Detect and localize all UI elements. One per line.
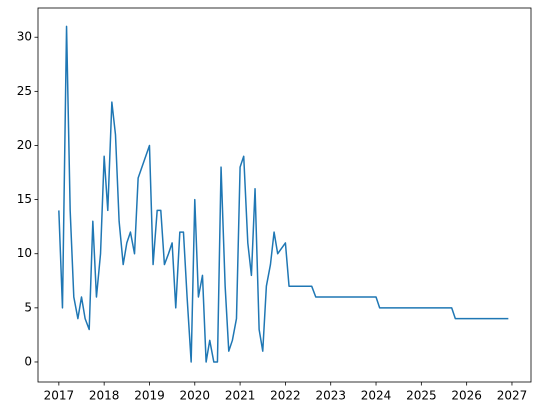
axes-frame xyxy=(37,7,532,383)
x-tick-label: 2022 xyxy=(270,389,301,403)
y-tick-label: 5 xyxy=(24,300,32,314)
x-tick-label: 2024 xyxy=(361,389,392,403)
data-line xyxy=(58,25,509,363)
y-tick-label: 20 xyxy=(17,138,32,152)
y-tick-label: 10 xyxy=(17,246,32,260)
y-tick-label: 15 xyxy=(17,192,32,206)
x-tick-label: 2026 xyxy=(451,389,482,403)
x-tick-label: 2025 xyxy=(406,389,437,403)
y-tick-label: 30 xyxy=(17,30,32,44)
x-tick-label: 2027 xyxy=(497,389,528,403)
x-tick-label: 2020 xyxy=(180,389,211,403)
x-tick-label: 2021 xyxy=(225,389,256,403)
x-tick-label: 2023 xyxy=(315,389,346,403)
y-tick-label: 25 xyxy=(17,84,32,98)
x-tick-label: 2018 xyxy=(89,389,120,403)
y-tick-label: 0 xyxy=(24,354,32,368)
x-tick-label: 2019 xyxy=(134,389,165,403)
x-tick-label: 2017 xyxy=(44,389,75,403)
